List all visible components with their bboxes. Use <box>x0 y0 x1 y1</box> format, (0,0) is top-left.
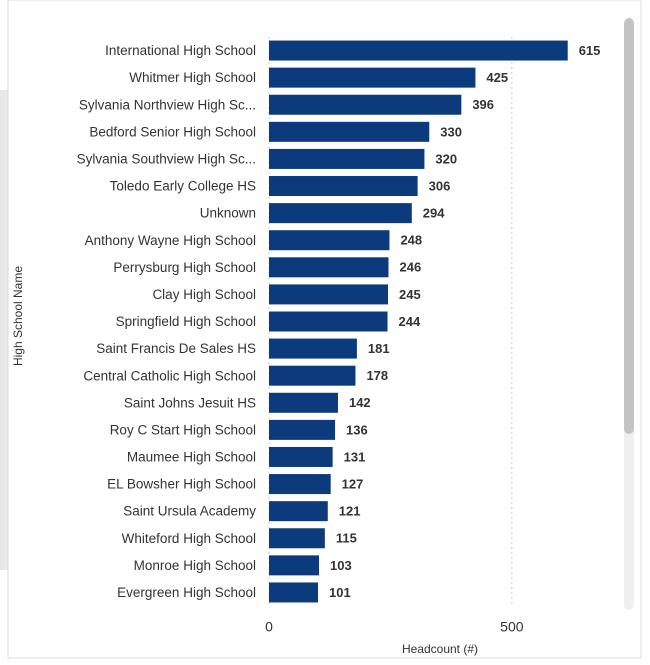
value-label: 181 <box>368 341 390 356</box>
x-tick-label: 0 <box>265 619 273 635</box>
y-tick-label: Sylvania Northview High Sc... <box>79 97 256 112</box>
bar <box>269 419 336 440</box>
value-label: 396 <box>472 97 494 112</box>
y-tick-label: Central Catholic High School <box>83 368 256 383</box>
bar <box>269 40 568 61</box>
y-tick-label: Clay High School <box>152 287 256 302</box>
y-tick-label: Anthony Wayne High School <box>85 233 256 248</box>
value-label: 103 <box>330 558 352 573</box>
y-tick-label: Sylvania Southview High Sc... <box>77 151 256 166</box>
y-tick-label: Perrysburg High School <box>113 260 256 275</box>
value-label: 121 <box>339 504 361 519</box>
bar <box>269 392 338 413</box>
bar <box>269 148 425 169</box>
x-tick-label: 500 <box>500 619 524 635</box>
bar <box>269 311 388 332</box>
bar <box>269 474 331 495</box>
bar <box>269 365 356 386</box>
y-tick-label: EL Bowsher High School <box>107 477 256 492</box>
bar <box>269 230 390 251</box>
value-label: 306 <box>429 178 451 193</box>
y-tick-label: Evergreen High School <box>117 585 256 600</box>
bar <box>269 203 412 224</box>
y-tick-label: Bedford Senior High School <box>89 124 256 139</box>
y-tick-label: Whitmer High School <box>129 70 256 85</box>
bar <box>269 94 462 115</box>
y-tick-label: Saint Francis De Sales HS <box>96 341 256 356</box>
y-tick-label: Toledo Early College HS <box>110 179 256 194</box>
y-tick-label: Roy C Start High School <box>110 422 256 437</box>
scrollbar[interactable] <box>624 18 634 434</box>
value-label: 330 <box>440 124 462 139</box>
bar <box>269 284 388 305</box>
bar <box>269 67 476 88</box>
value-label: 294 <box>423 206 445 221</box>
y-tick-label: Maumee High School <box>127 450 256 465</box>
value-label: 131 <box>344 449 366 464</box>
bar <box>269 501 328 522</box>
value-label: 244 <box>399 314 421 329</box>
x-axis-label: Headcount (#) <box>402 642 478 656</box>
y-tick-label: Saint Ursula Academy <box>123 504 256 519</box>
bar <box>269 121 430 142</box>
bar <box>269 176 418 197</box>
bar <box>269 555 320 576</box>
value-label: 101 <box>329 585 351 600</box>
value-label: 178 <box>366 368 388 383</box>
value-label: 245 <box>399 287 421 302</box>
bar <box>269 338 357 359</box>
value-label: 425 <box>486 70 508 85</box>
y-axis-label: High School Name <box>11 266 25 366</box>
value-label: 615 <box>579 43 601 58</box>
value-label: 142 <box>349 395 371 410</box>
value-label: 248 <box>400 233 422 248</box>
value-label: 115 <box>336 531 357 546</box>
bar <box>269 446 333 467</box>
side-shadow <box>0 90 8 570</box>
bar <box>269 582 319 603</box>
value-label: 127 <box>342 477 364 492</box>
y-tick-label: Monroe High School <box>134 558 256 573</box>
value-label: 320 <box>435 151 457 166</box>
value-label: 136 <box>346 422 368 437</box>
value-label: 246 <box>399 260 421 275</box>
bar <box>269 528 325 549</box>
y-tick-label: Saint Johns Jesuit HS <box>124 395 256 410</box>
y-tick-label: Unknown <box>200 206 256 221</box>
y-tick-label: Whiteford High School <box>122 531 256 546</box>
bar <box>269 257 389 278</box>
y-tick-label: International High School <box>105 43 256 58</box>
y-tick-label: Springfield High School <box>116 314 256 329</box>
